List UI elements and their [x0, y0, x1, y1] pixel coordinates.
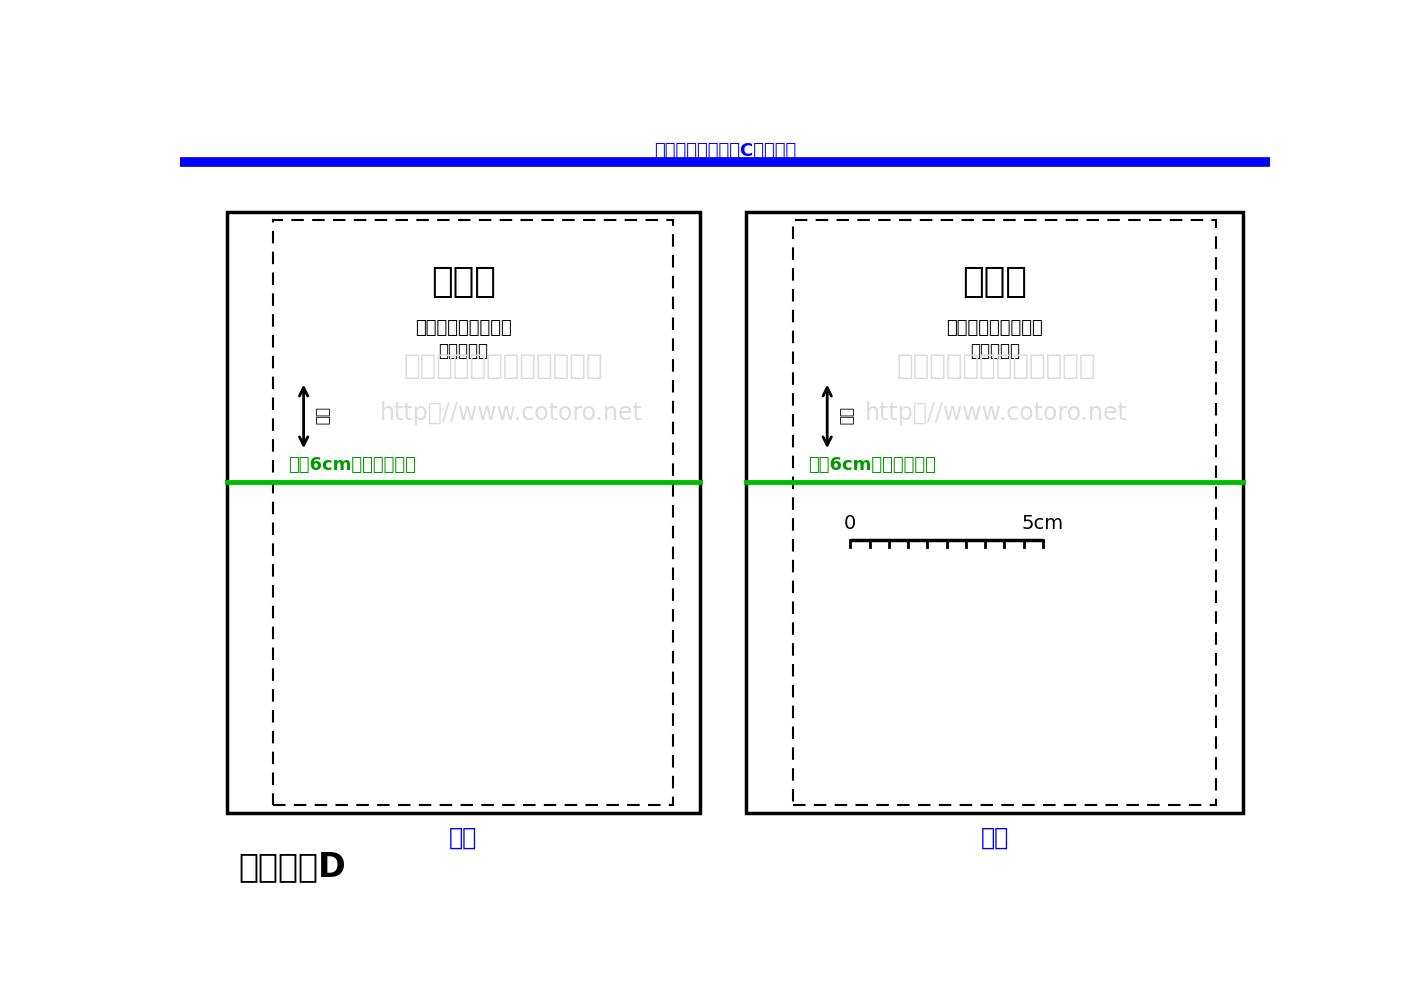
Bar [226, 212, 700, 813]
Text: http：//www.cotoro.net: http：//www.cotoro.net [865, 401, 1128, 425]
Text: 長着型紙D: 長着型紙D [238, 850, 345, 883]
Text: 丈を6cm短くする場合: 丈を6cm短くする場合 [289, 456, 416, 474]
Text: 5cm: 5cm [1022, 514, 1064, 533]
Text: 無料型紙工房　こ　と　ろ: 無料型紙工房 こ と ろ [405, 352, 604, 380]
Text: http：//www.cotoro.net: http：//www.cotoro.net [381, 401, 642, 425]
Text: （実寸大）: （実寸大） [969, 342, 1020, 360]
Text: たて: たて [838, 407, 853, 426]
Text: 前身頃: 前身頃 [962, 265, 1027, 299]
Text: スソ: スソ [450, 826, 477, 850]
Text: スソ: スソ [981, 826, 1009, 850]
Text: 左右対称に１枚ずつ: 左右対称に１枚ずつ [415, 319, 512, 337]
Bar [746, 212, 1242, 813]
Text: 0: 0 [845, 514, 856, 533]
Text: このラインで型紙Cと繋げる: このラインで型紙Cと繋げる [654, 142, 795, 160]
Text: 左右対称に１枚ずつ: 左右対称に１枚ずつ [947, 319, 1043, 337]
Text: 丈を6cm短くする場合: 丈を6cm短くする場合 [808, 456, 935, 474]
Text: たて: たて [314, 407, 330, 426]
Text: おくみ: おくみ [432, 265, 495, 299]
Bar [273, 220, 674, 805]
Bar [792, 220, 1215, 805]
Text: （実寸大）: （実寸大） [439, 342, 488, 360]
Text: 無料型紙工房　こ　と　ろ: 無料型紙工房 こ と ろ [897, 352, 1097, 380]
